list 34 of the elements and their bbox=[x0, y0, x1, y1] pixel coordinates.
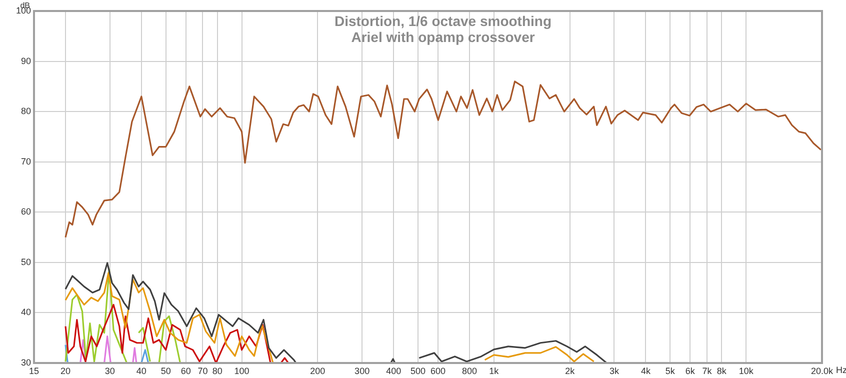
x-tick-label: 30 bbox=[104, 366, 115, 376]
x-tick-label: 60 bbox=[180, 366, 191, 376]
x-tick-label: 800 bbox=[462, 366, 478, 376]
x-tick-label: 15 bbox=[28, 366, 40, 376]
x-tick-label: 2k bbox=[565, 366, 576, 376]
x-tick-label: 7k bbox=[702, 366, 712, 376]
x-tick-label: 300 bbox=[354, 366, 370, 376]
x-tick-label: 200 bbox=[310, 366, 326, 376]
y-tick-label: 80 bbox=[20, 106, 31, 116]
x-tick-label: 40 bbox=[136, 366, 146, 376]
x-tick-label: 20 bbox=[60, 366, 71, 376]
y-tick-label: 70 bbox=[20, 156, 31, 166]
text: Ariel with opamp crossover bbox=[351, 28, 536, 45]
x-tick-label: 100 bbox=[234, 366, 250, 376]
x-tick-label: 50 bbox=[160, 366, 171, 376]
x-tick-label: 70 bbox=[198, 366, 208, 376]
y-tick-label: 90 bbox=[20, 56, 31, 66]
x-tick-label: 600 bbox=[430, 366, 446, 376]
x-tick-label: 1k bbox=[489, 366, 500, 376]
x-tick-label: 10k bbox=[738, 366, 754, 376]
x-tick-label: 80 bbox=[212, 366, 222, 376]
y-tick-label: 40 bbox=[20, 307, 31, 318]
x-tick-label: 20.0k bbox=[810, 366, 834, 376]
x-tick-label: 500 bbox=[410, 366, 426, 376]
y-tick-label: 50 bbox=[20, 256, 31, 267]
x-tick-label: 8k bbox=[716, 366, 727, 376]
y-tick-label: 60 bbox=[20, 206, 31, 217]
y-tick-label: 30 bbox=[20, 357, 31, 368]
chart-title: Distortion, 1/6 octave smoothing bbox=[334, 12, 552, 29]
x-tick-label: 400 bbox=[386, 366, 402, 376]
x-tick-label: 6k bbox=[685, 366, 696, 376]
x-tick-label: 5k bbox=[665, 366, 676, 376]
x-tick-label: 3k bbox=[609, 366, 620, 376]
x-tick-label: 4k bbox=[640, 366, 651, 376]
